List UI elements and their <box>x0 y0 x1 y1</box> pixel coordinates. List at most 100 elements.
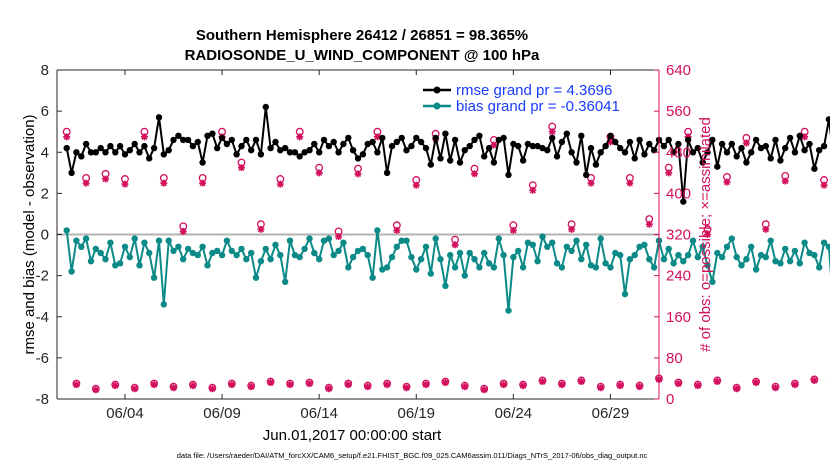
rmse-point <box>602 142 609 150</box>
rmse-point <box>519 157 527 164</box>
rmse-point <box>699 159 706 166</box>
bias-point <box>723 243 731 250</box>
rmse-point <box>257 151 265 158</box>
rmse-point <box>801 147 808 154</box>
bias-point <box>277 251 284 259</box>
rmse-point <box>311 140 318 148</box>
bias-point <box>490 264 498 271</box>
legend-bias-label: bias grand pr = -0.36041 <box>456 98 620 115</box>
rmse-point <box>316 149 323 156</box>
bias-point <box>316 256 323 263</box>
y2-tick-label: 80 <box>666 350 683 367</box>
bias-point <box>369 274 376 281</box>
obs-assimilated-marker <box>325 385 333 393</box>
bias-point <box>150 274 158 281</box>
bias-point <box>641 241 648 248</box>
ticks-layer: 06/04 06/09 06/14 06/19 06/24 06/29 8 6 4 2 0 -2 -4 -… <box>36 62 691 422</box>
bias-point <box>126 253 133 261</box>
bias-point <box>175 243 182 250</box>
bias-point <box>131 235 138 242</box>
rmse-point <box>330 138 337 146</box>
rmse-point <box>422 144 430 152</box>
bias-point <box>801 239 808 246</box>
bias-point <box>636 243 643 250</box>
bias-point <box>291 251 299 259</box>
obs-assimilated-marker <box>92 386 100 394</box>
bias-point <box>408 253 415 261</box>
bias-point <box>155 237 163 244</box>
obs-assimilated-marker <box>179 227 187 235</box>
bias-point <box>670 260 677 267</box>
rmse-point <box>141 142 148 150</box>
rmse-point <box>495 136 502 144</box>
rmse-point <box>194 138 201 146</box>
bias-point <box>714 249 721 257</box>
rmse-point <box>709 136 716 144</box>
bias-point <box>500 251 507 259</box>
chart-subtitle: RADIOSONDE_U_WIND_COMPONENT @ 100 hPa <box>185 47 540 64</box>
rmse-series <box>63 103 830 205</box>
bias-point <box>432 235 439 242</box>
rmse-point <box>78 153 85 160</box>
bias-point <box>592 264 600 271</box>
rmse-point <box>558 138 566 146</box>
rmse-point <box>782 144 789 152</box>
rmse-point <box>816 147 823 154</box>
bias-point <box>320 237 328 244</box>
bias-point <box>718 253 726 261</box>
rmse-point <box>796 132 803 139</box>
rmse-point <box>641 151 648 158</box>
rmse-point <box>189 142 197 150</box>
bias-point <box>456 249 464 257</box>
rmse-point <box>116 142 124 150</box>
rmse-point <box>68 169 75 176</box>
footnote: data file: /Users/raeder/DAI/ATM_forcXX/… <box>177 451 648 460</box>
bias-point <box>354 247 362 255</box>
bias-point <box>116 260 124 267</box>
bias-point <box>675 251 682 259</box>
rmse-point <box>757 144 765 152</box>
bias-point <box>510 253 517 261</box>
y-tick-label: 8 <box>41 62 49 79</box>
bias-point <box>417 256 425 263</box>
bias-point <box>772 258 779 265</box>
bias-point <box>558 264 566 271</box>
rmse-point <box>704 149 711 156</box>
bias-point <box>243 256 250 263</box>
legend-bias-marker <box>433 102 441 110</box>
obs-assimilated-marker <box>364 383 372 391</box>
rmse-point <box>296 153 303 160</box>
legend-rmse-marker <box>433 86 441 94</box>
bias-point <box>374 227 381 234</box>
obs-assimilated-marker <box>509 226 517 234</box>
y-tick-label: -2 <box>36 268 49 285</box>
rmse-point <box>767 155 774 162</box>
x-tick-label: 06/04 <box>106 405 144 422</box>
bias-point <box>330 251 337 259</box>
rmse-point <box>82 140 90 148</box>
rmse-point <box>786 134 794 142</box>
obs-assimilated-marker <box>587 179 595 187</box>
obs-assimilated-marker <box>111 382 119 390</box>
rmse-point <box>738 144 745 152</box>
rmse-point <box>87 149 95 156</box>
obs-assimilated-marker <box>772 384 780 392</box>
rmse-point <box>160 151 167 158</box>
obs-assimilated-marker <box>247 383 255 391</box>
bias-point <box>170 247 177 255</box>
rmse-point <box>544 147 551 154</box>
bias-point <box>349 253 357 261</box>
rmse-point <box>772 136 779 144</box>
y2-tick-label: 560 <box>666 103 691 120</box>
bias-point <box>563 243 570 250</box>
obs-assimilated-marker <box>354 170 362 178</box>
obs-assimilated-marker <box>694 382 702 390</box>
rmse-point <box>597 149 604 156</box>
obs-assimilated-marker <box>276 180 284 188</box>
rmse-point <box>92 149 100 156</box>
obs-assimilated-marker <box>422 381 430 389</box>
bias-point <box>461 272 468 279</box>
rmse-point <box>282 144 289 152</box>
rmse-point <box>447 157 454 164</box>
rmse-point <box>388 142 396 150</box>
